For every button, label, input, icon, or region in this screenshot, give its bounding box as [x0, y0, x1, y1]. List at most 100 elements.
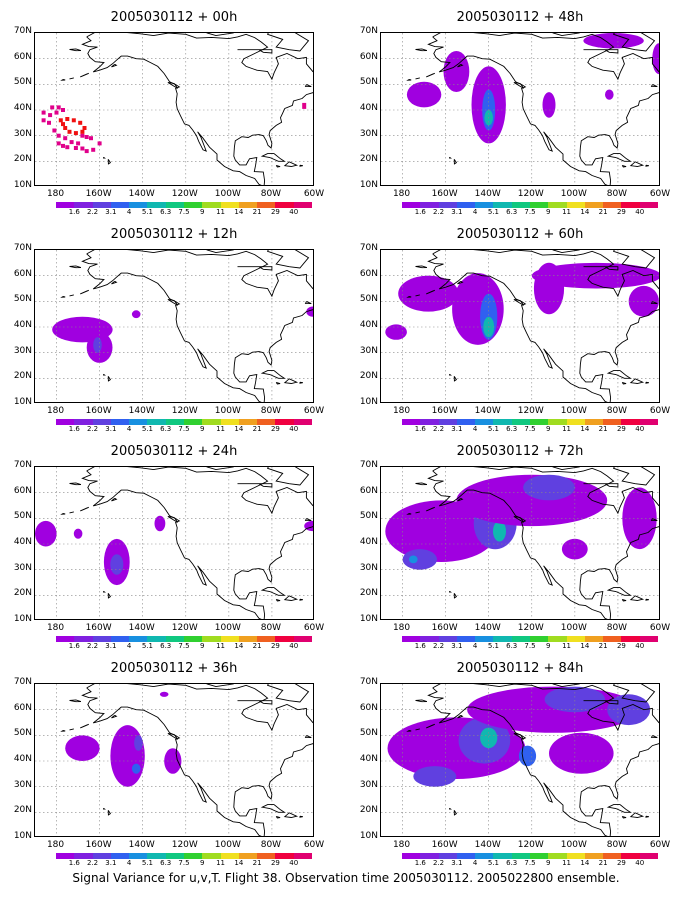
- colorbar-swatch: [402, 853, 421, 859]
- variance-contour: [131, 310, 141, 319]
- coastline-island: [266, 684, 310, 703]
- observation-dot: [58, 118, 63, 123]
- coastline-island: [621, 381, 627, 385]
- colorbar-swatch: [456, 202, 476, 208]
- coastline-island: [167, 299, 178, 306]
- colorbar-swatch: [548, 419, 567, 425]
- colorbar-label: 6.3: [506, 425, 518, 433]
- coastline-pacific: [81, 687, 262, 836]
- variance-contour: [542, 92, 556, 118]
- coastline-atlantic: [432, 33, 659, 185]
- colorbar-label: 11: [562, 859, 572, 867]
- coastline-island: [111, 497, 118, 502]
- colorbar: [56, 853, 312, 859]
- coastline-island: [629, 812, 645, 818]
- colorbar-label: 14: [234, 859, 244, 867]
- variance-contour: [549, 732, 614, 774]
- coastline-island: [299, 381, 303, 384]
- lon-tick-label: 100W: [560, 840, 587, 850]
- observation-dot: [65, 145, 70, 150]
- colorbar-swatch: [257, 202, 276, 208]
- coastline-island: [275, 164, 281, 168]
- colorbar-swatch: [110, 419, 130, 425]
- colorbar-swatch: [92, 202, 111, 208]
- lon-tick-label: 120W: [171, 406, 198, 416]
- coastline-island: [612, 467, 656, 486]
- coastline-island: [275, 381, 281, 385]
- lon-tick-label: 140W: [474, 189, 501, 199]
- colorbar-label: 40: [289, 425, 299, 433]
- lat-tick-label: 20N: [359, 371, 378, 382]
- coastline-island: [107, 159, 112, 165]
- colorbar-swatch: [584, 636, 604, 642]
- coastline-island: [107, 376, 112, 382]
- lon-tick-label: 160W: [431, 189, 458, 199]
- lat-tick-label: 70N: [359, 243, 378, 253]
- lat-tick-label: 30N: [359, 562, 378, 573]
- lat-tick-label: 10N: [13, 831, 32, 841]
- coastline-island: [645, 164, 649, 167]
- coastline-island: [283, 595, 299, 601]
- coastline-island: [299, 598, 303, 601]
- coastline-pacific: [427, 253, 608, 402]
- lat-tick-label: 60N: [359, 485, 378, 496]
- colorbar-swatch: [639, 853, 658, 859]
- variance-contour: [628, 285, 659, 317]
- colorbar: [402, 853, 658, 859]
- observation-dot: [84, 135, 89, 139]
- map-frame: [380, 249, 660, 403]
- colorbar-swatch: [493, 636, 512, 642]
- lon-tick-label: 180: [46, 840, 65, 850]
- colorbar-label: 11: [562, 642, 572, 650]
- colorbar-swatch: [238, 853, 258, 859]
- colorbar-label: 5.1: [141, 859, 153, 867]
- coastline-island: [621, 815, 627, 819]
- lat-tick-label: 50N: [359, 511, 378, 522]
- variance-contour: [605, 89, 614, 100]
- colorbar-swatch: [438, 202, 457, 208]
- colorbar-swatch: [202, 419, 221, 425]
- variance-contour: [493, 520, 506, 542]
- colorbar-label: 6.3: [506, 859, 518, 867]
- coastline-atlantic: [432, 250, 659, 402]
- panel-title: 2005030112 + 12h: [110, 227, 238, 242]
- lon-tick-label: 100W: [214, 840, 241, 850]
- lon-tick-label: 60W: [649, 623, 671, 633]
- colorbar-swatch: [165, 853, 184, 859]
- lon-tick-label: 80W: [606, 623, 628, 633]
- lat-tick-label: 20N: [359, 805, 378, 816]
- variance-contour: [93, 337, 102, 353]
- coastline-atlantic: [86, 250, 313, 402]
- lon-tick-label: 60W: [649, 406, 671, 416]
- variance-contour: [402, 549, 437, 570]
- coastline-island: [645, 381, 649, 384]
- coastline-island: [583, 483, 619, 488]
- variance-contour: [413, 766, 457, 787]
- colorbar-label: 21: [252, 208, 262, 216]
- coastline-island: [107, 593, 112, 599]
- coastline-island: [453, 159, 458, 165]
- colorbar-swatch: [639, 636, 658, 642]
- colorbar-label: 14: [580, 425, 590, 433]
- coastline-island: [237, 483, 273, 488]
- coastline-island: [629, 161, 645, 167]
- colorbar-label: 3.1: [451, 642, 463, 650]
- colorbar-label: 29: [616, 859, 626, 867]
- coastline-island: [629, 378, 645, 384]
- observation-dot: [41, 110, 46, 115]
- colorbar-label: 1.6: [68, 208, 80, 216]
- colorbar-swatch: [220, 853, 239, 859]
- coastline-atlantic: [86, 467, 313, 619]
- colorbar-label: 7.5: [524, 208, 536, 216]
- lon-tick-label: 60W: [303, 406, 325, 416]
- lon-tick-label: 80W: [260, 840, 282, 850]
- coastline-pacific: [81, 36, 262, 185]
- coastline-island: [426, 289, 435, 295]
- coastline-island: [206, 33, 235, 37]
- coastline-island: [552, 467, 581, 471]
- variance-contour: [65, 735, 100, 761]
- colorbar-label: 5.1: [141, 208, 153, 216]
- lat-tick-label: 30N: [13, 345, 32, 356]
- colorbar-label: 1.6: [68, 425, 80, 433]
- colorbar-swatch: [566, 853, 585, 859]
